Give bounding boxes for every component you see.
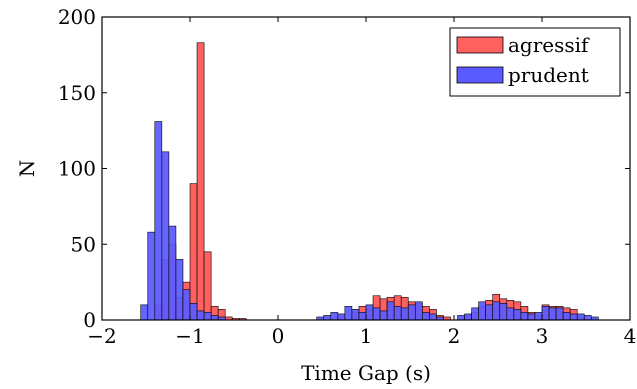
bar-prudent-36: [499, 303, 508, 321]
bar-prudent-42: [541, 306, 550, 321]
x-tick-label: −1: [175, 324, 204, 348]
ticks-layer: −2 −1 0 1 2 3 4 0 50 100 150 200: [58, 5, 637, 348]
bar-prudent-18: [358, 312, 367, 321]
y-tick-label: 200: [58, 5, 96, 29]
x-axis-label: Time Gap (s): [301, 361, 431, 385]
bar-prudent-48: [583, 315, 592, 321]
legend-label-agressif: agressif: [508, 33, 590, 57]
bar-agressif-6: [196, 42, 205, 321]
bar-prudent-31: [464, 313, 472, 321]
bar-prudent-25: [407, 304, 416, 321]
bar-prudent-28: [429, 313, 437, 321]
bar-agressif-7: [203, 251, 212, 321]
x-tick-label: 4: [624, 324, 637, 348]
legend-label-prudent: prudent: [508, 63, 589, 87]
bar-prudent-10: [210, 315, 219, 321]
bar-prudent-37: [506, 307, 515, 321]
legend-swatch-agressif: [456, 36, 504, 54]
bar-prudent-2: [154, 121, 163, 321]
bar-prudent-43: [548, 307, 557, 321]
bar-prudent-24: [400, 307, 409, 321]
legend-swatch-prudent: [456, 66, 504, 84]
x-tick-label: 1: [360, 324, 373, 348]
bar-prudent-19: [365, 304, 374, 321]
bar-prudent-45: [562, 312, 571, 321]
bar-prudent-4: [168, 225, 177, 321]
y-axis-label: N: [15, 160, 39, 178]
bar-prudent-17: [351, 309, 360, 321]
bar-prudent-27: [422, 312, 430, 321]
bar-prudent-14: [330, 312, 339, 321]
y-tick-label: 150: [58, 81, 96, 105]
bar-prudent-35: [492, 301, 501, 321]
bar-prudent-21: [379, 310, 388, 321]
bar-prudent-13: [323, 315, 332, 321]
bar-prudent-0: [140, 304, 149, 321]
bar-prudent-15: [337, 313, 346, 321]
bar-prudent-5: [175, 259, 184, 321]
bar-prudent-6: [182, 289, 191, 321]
bar-prudent-30: [457, 315, 465, 321]
bar-prudent-34: [485, 304, 494, 321]
legend-box: [449, 27, 621, 97]
x-tick-label: 2: [448, 324, 461, 348]
bar-prudent-1: [147, 231, 156, 321]
bars-layer: [140, 42, 599, 321]
x-tick-label: −2: [87, 324, 116, 348]
bar-prudent-22: [386, 301, 395, 321]
x-tick-label: 3: [536, 324, 549, 348]
bar-prudent-38: [513, 309, 522, 321]
x-tick-label: 0: [272, 324, 285, 348]
bar-prudent-40: [527, 313, 536, 321]
y-tick-label: 100: [58, 157, 96, 181]
bar-prudent-46: [569, 313, 578, 321]
bar-prudent-23: [393, 306, 402, 321]
bar-prudent-39: [520, 312, 529, 321]
bar-prudent-26: [414, 301, 423, 321]
bar-prudent-47: [576, 313, 585, 321]
bar-prudent-3: [161, 151, 170, 321]
bar-prudent-16: [344, 306, 353, 321]
bar-prudent-32: [471, 307, 479, 321]
bar-prudent-41: [534, 312, 543, 321]
bar-prudent-8: [196, 310, 205, 321]
bar-prudent-44: [555, 307, 564, 321]
bar-prudent-20: [372, 307, 381, 321]
legend: agressif prudent: [449, 27, 621, 97]
bar-prudent-7: [189, 303, 198, 321]
y-tick-label: 0: [83, 308, 96, 332]
bar-prudent-33: [478, 301, 486, 321]
bar-prudent-9: [203, 312, 212, 321]
y-tick-label: 50: [71, 232, 96, 256]
bar-agressif-5: [189, 183, 198, 321]
